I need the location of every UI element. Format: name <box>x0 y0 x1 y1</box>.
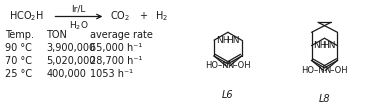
Text: L6: L6 <box>222 89 234 99</box>
Text: HN: HN <box>322 41 335 50</box>
Text: 5,020,000: 5,020,000 <box>46 56 96 66</box>
Text: H$_2$O: H$_2$O <box>68 19 88 32</box>
Text: NH: NH <box>216 36 229 45</box>
Text: L8: L8 <box>319 94 330 104</box>
Text: 65,000 h⁻¹: 65,000 h⁻¹ <box>90 43 143 53</box>
Text: 400,000: 400,000 <box>46 69 87 79</box>
Text: HCO$_2$H: HCO$_2$H <box>9 10 43 23</box>
Text: HN: HN <box>226 36 240 45</box>
Text: Temp.: Temp. <box>5 30 34 40</box>
Text: average rate: average rate <box>90 30 153 40</box>
Text: 28,700 h⁻¹: 28,700 h⁻¹ <box>90 56 143 66</box>
Text: N–OH: N–OH <box>324 66 348 75</box>
Text: 25 °C: 25 °C <box>5 69 32 79</box>
Text: Ir/L: Ir/L <box>71 4 85 13</box>
Text: 90 °C: 90 °C <box>5 43 31 53</box>
Text: HO–N: HO–N <box>205 61 229 70</box>
Text: CO$_2$: CO$_2$ <box>110 10 130 23</box>
Text: 3,900,000: 3,900,000 <box>46 43 96 53</box>
Text: HO–N: HO–N <box>301 66 324 75</box>
Text: TON: TON <box>46 30 67 40</box>
Text: 1053 h⁻¹: 1053 h⁻¹ <box>90 69 133 79</box>
Text: +: + <box>139 12 147 22</box>
Text: N–OH: N–OH <box>227 61 251 70</box>
Text: H$_2$: H$_2$ <box>155 10 168 23</box>
Text: 70 °C: 70 °C <box>5 56 32 66</box>
Text: NH: NH <box>313 41 327 50</box>
